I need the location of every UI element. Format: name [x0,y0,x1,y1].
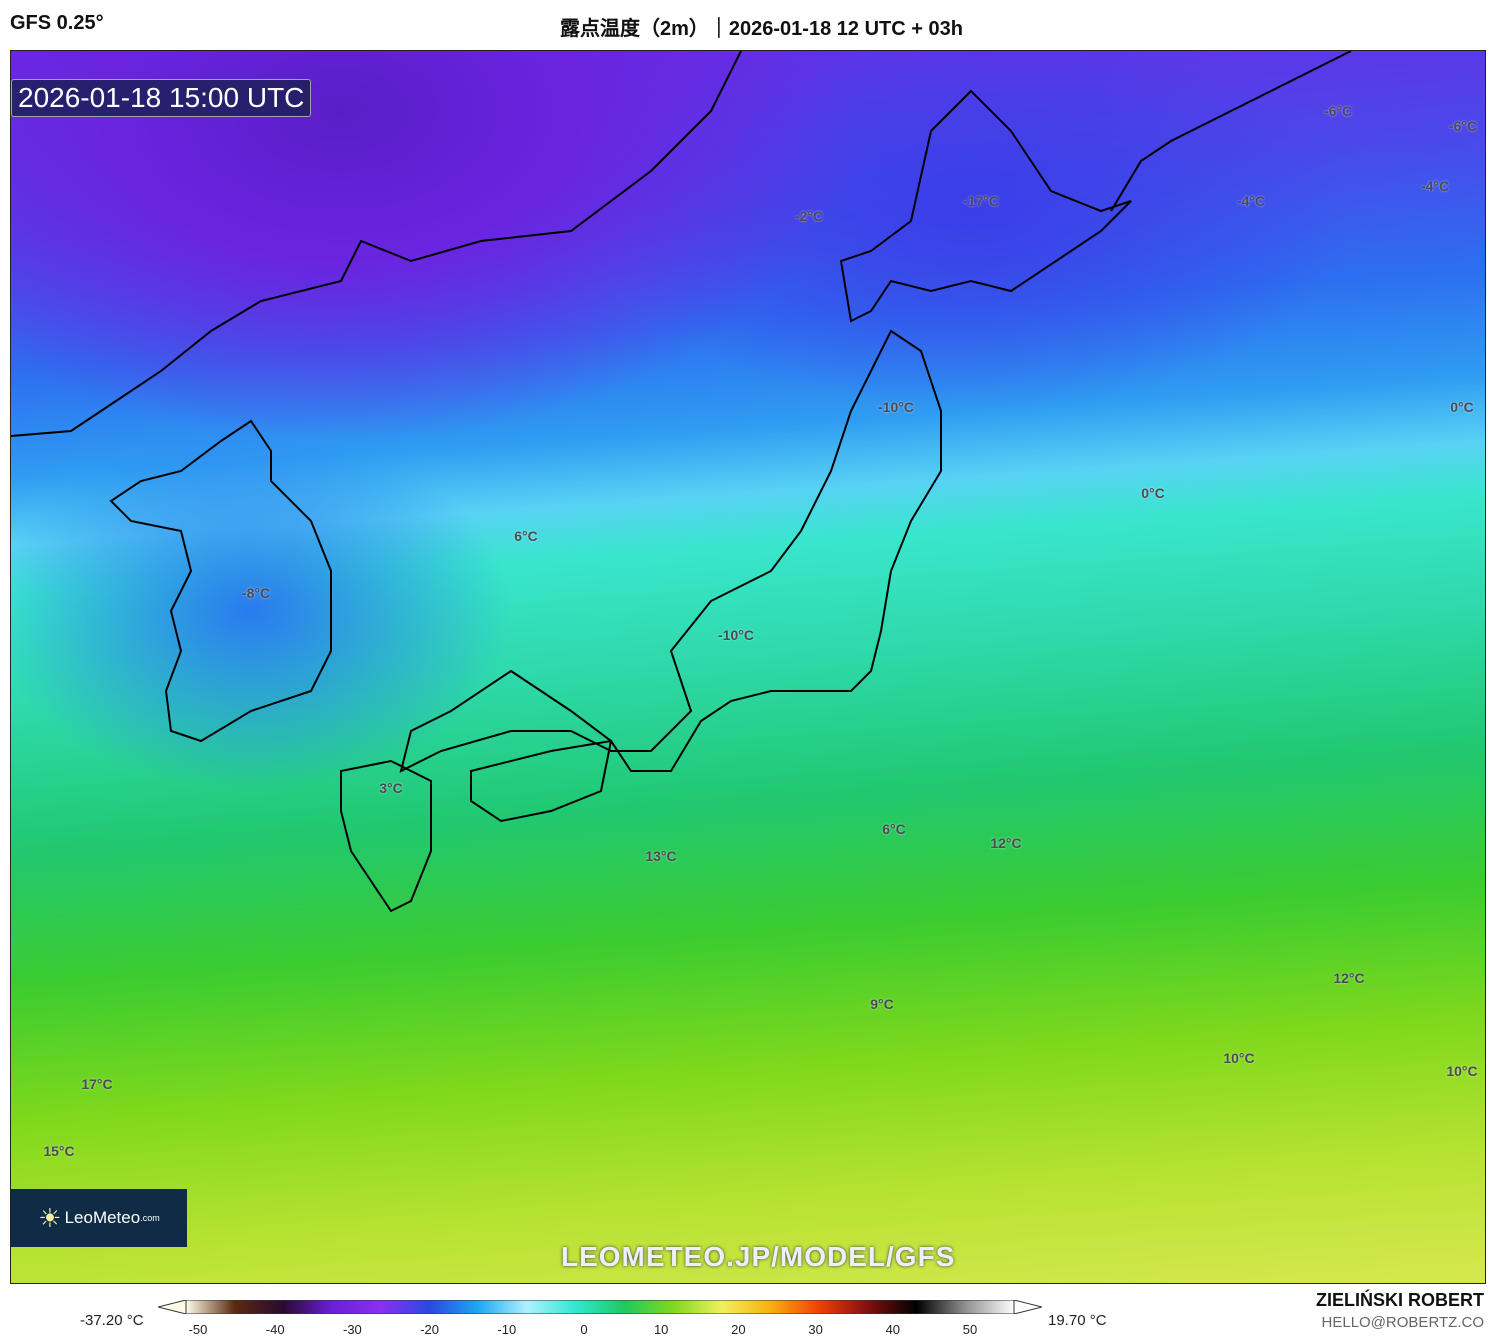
contour-label: -8°C [241,585,271,601]
contour-label: -4°C [1236,193,1266,209]
contour-label: -17°C [963,193,999,209]
colorbar [158,1300,1042,1314]
contour-label: 10°C [1223,1050,1255,1066]
contour-label: -4°C [1420,178,1450,194]
contour-label: -6°C [1323,103,1353,119]
contour-label: 6°C [882,821,906,837]
colorbar-max-value: 19.70 °C [1048,1312,1107,1329]
colorbar-gradient [185,1300,1015,1314]
dewpoint-map: 2026-01-18 15:00 UTC -6°C -6°C -2°C -17°C -4… [10,50,1486,1284]
contour-label: 12°C [1333,970,1365,986]
coastline-shikoku [470,739,613,823]
coastlines [11,51,1352,913]
contour-label: 3°C [379,780,403,796]
contour-label: 13°C [645,848,677,864]
colorbar-tick-label: -10 [497,1322,517,1337]
colorbar-tick-label: -40 [265,1322,285,1337]
colorbar-tick-label: -50 [188,1322,208,1337]
coastline-hokkaido [839,89,1132,323]
colorbar-tick-label: 50 [962,1322,978,1337]
colorbar-min-value: -37.20 °C [80,1312,144,1329]
coastline-sakhalin-kurils [1110,51,1352,212]
contour-label: 9°C [870,996,894,1012]
contour-label: -6°C [1448,118,1478,134]
contour-label: 10°C [1446,1063,1478,1079]
colorbar-tick-label: 40 [885,1322,901,1337]
model-name: GFS 0.25° [10,12,104,34]
coastline-korea [109,419,332,743]
contour-label: 0°C [1141,485,1165,501]
colorbar-right-arrow [1013,1300,1042,1314]
coastline-china [11,51,742,437]
leometeo-logo[interactable]: ☀ LeoMeteo .com [11,1189,187,1247]
colorbar-tick-label: 30 [808,1322,823,1337]
contour-label: -2°C [794,208,824,224]
colorbar-tick-label: 0 [580,1322,588,1337]
logo-text: LeoMeteo [64,1208,141,1227]
valid-time-stamp: 2026-01-18 15:00 UTC [11,79,312,117]
coastline-honshu [399,329,942,773]
logo-suffix: .com [140,1213,160,1223]
colorbar-tick-label: -20 [420,1322,439,1337]
coastline-kyushu [340,759,432,913]
colorbar-tick-label: 10 [653,1322,669,1337]
contour-label: -10°C [718,627,754,643]
author-email[interactable]: HELLO@ROBERTZ.CO [1321,1314,1484,1331]
colorbar-tick-label: -30 [342,1322,362,1337]
map-title: 露点温度（2m）｜2026-01-18 12 UTC + 03h [560,18,963,40]
contour-label: 6°C [514,528,538,544]
author-credit: ZIELIŃSKI ROBERT [1315,1290,1484,1310]
contour-label: 0°C [1450,399,1474,415]
colorbar-tick-label: 20 [731,1322,746,1337]
contour-label: 15°C [43,1143,75,1159]
contour-label: 17°C [81,1076,113,1092]
contour-label: 12°C [990,835,1022,851]
watermark: LEOMETEO.JP/MODEL/GFS [561,1241,956,1272]
colorbar-left-arrow [158,1300,187,1314]
sun-icon: ☀ [38,1202,62,1233]
contour-label: -10°C [878,399,914,415]
